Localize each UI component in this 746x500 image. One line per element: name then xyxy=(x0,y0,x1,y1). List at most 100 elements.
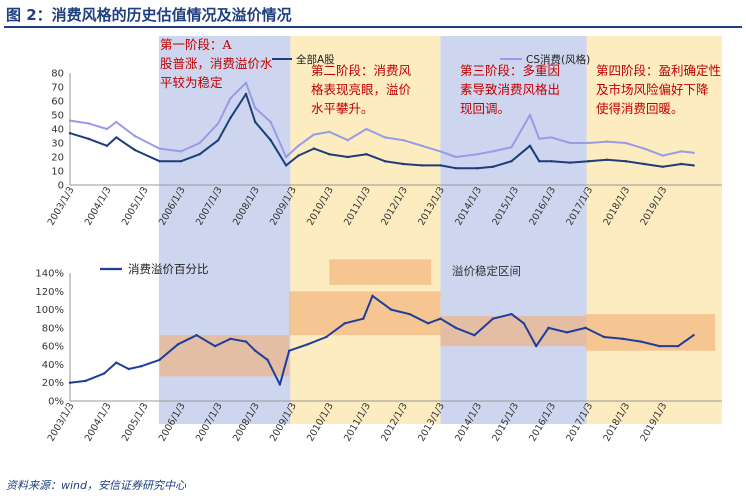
data-point xyxy=(528,113,532,117)
y-tick-label: 0% xyxy=(48,397,64,408)
data-point xyxy=(254,120,257,124)
y-tick-label: 30 xyxy=(51,139,64,150)
data-point xyxy=(266,358,269,362)
data-point xyxy=(179,160,183,163)
data-point xyxy=(639,340,643,343)
data-point xyxy=(402,162,405,166)
data-point xyxy=(254,349,257,352)
data-point xyxy=(565,331,569,334)
y-tick-label: 40 xyxy=(51,125,64,136)
y-tick-label: 120% xyxy=(35,287,64,298)
data-point xyxy=(602,335,606,339)
data-point xyxy=(439,164,442,167)
data-point xyxy=(454,326,458,330)
data-point xyxy=(346,155,350,159)
phase-annotation-4: 第四阶段：盈利确定性及市场风险偏好下降使得消费回暖。 xyxy=(596,63,721,116)
y-tick-label: 50 xyxy=(51,111,64,122)
data-point xyxy=(692,151,695,154)
legend-top: 全部A股 CS消费(风格) xyxy=(272,53,590,66)
y-tick-label: 100% xyxy=(35,305,64,316)
data-point xyxy=(179,150,183,153)
title-divider xyxy=(4,26,742,28)
y-tick-label: 20 xyxy=(51,153,64,164)
data-point xyxy=(550,136,553,139)
data-point xyxy=(105,127,109,131)
data-point xyxy=(287,349,291,352)
data-point xyxy=(229,97,232,100)
data-point xyxy=(661,154,664,157)
data-point xyxy=(510,146,513,149)
data-point xyxy=(68,381,72,384)
x-tick-label: 2004/1/3 xyxy=(83,401,114,443)
y-tick-label: 140% xyxy=(35,269,64,280)
data-point xyxy=(213,344,217,348)
band-annotation: 溢价稳定区间 xyxy=(452,264,521,278)
data-point xyxy=(229,116,232,120)
x-tick-label: 2004/1/3 xyxy=(83,185,114,227)
data-point xyxy=(102,372,106,375)
source-note: 资料来源：wind，安信证券研究中心 xyxy=(6,479,187,492)
y-tick-label: 40% xyxy=(42,360,64,371)
data-point xyxy=(587,160,590,163)
data-point xyxy=(624,160,627,163)
data-point xyxy=(362,317,365,320)
data-point xyxy=(284,155,288,159)
figure-title: 图 2：消费风格的历史估值情况及溢价情况 xyxy=(6,6,292,24)
data-point xyxy=(605,158,609,161)
data-point xyxy=(87,122,90,125)
data-point xyxy=(534,344,538,348)
y-tick-label: 70 xyxy=(51,83,64,94)
data-point xyxy=(371,294,374,298)
data-point xyxy=(643,162,646,166)
data-point xyxy=(420,144,424,147)
data-point xyxy=(584,326,587,330)
data-point xyxy=(68,119,72,122)
data-point xyxy=(158,160,161,163)
phase-annotation-1: 第一阶段：A 股普涨，消费溢价水平较为稳定 xyxy=(160,37,273,90)
data-point xyxy=(365,153,368,156)
data-point xyxy=(439,317,442,320)
data-point xyxy=(605,140,609,143)
data-point xyxy=(408,312,411,316)
data-point xyxy=(473,333,476,337)
data-point xyxy=(568,161,572,164)
data-point xyxy=(658,344,661,348)
data-point xyxy=(538,137,541,140)
series-line-1 xyxy=(69,93,694,170)
data-point xyxy=(297,154,300,157)
legend-bottom: 消费溢价百分比 xyxy=(100,262,209,276)
data-point xyxy=(87,137,90,140)
y-tick-label: 20% xyxy=(42,378,64,389)
data-point xyxy=(269,120,272,124)
data-point xyxy=(692,333,695,337)
data-point xyxy=(528,144,532,147)
data-point xyxy=(522,322,526,325)
y-tick-label: 0 xyxy=(58,181,64,192)
data-point xyxy=(284,164,288,167)
data-point xyxy=(476,153,479,156)
data-point xyxy=(254,106,257,110)
y-tick-label: 80 xyxy=(51,69,64,80)
data-point xyxy=(198,153,201,156)
data-point xyxy=(389,308,393,311)
data-point xyxy=(680,150,683,153)
data-point xyxy=(568,141,572,145)
data-point xyxy=(510,160,513,163)
data-point xyxy=(115,136,118,139)
data-point xyxy=(510,312,513,316)
data-point xyxy=(158,358,161,362)
data-point xyxy=(127,367,130,371)
data-point xyxy=(346,139,350,142)
data-point xyxy=(244,340,248,343)
series-line-2 xyxy=(69,81,694,158)
data-point xyxy=(198,141,201,145)
data-point xyxy=(426,322,430,325)
data-point xyxy=(491,165,495,168)
data-point xyxy=(383,160,387,163)
data-point xyxy=(547,326,550,330)
data-point xyxy=(105,144,109,147)
data-point xyxy=(133,134,137,138)
data-point xyxy=(454,155,458,159)
data-point xyxy=(278,383,282,386)
